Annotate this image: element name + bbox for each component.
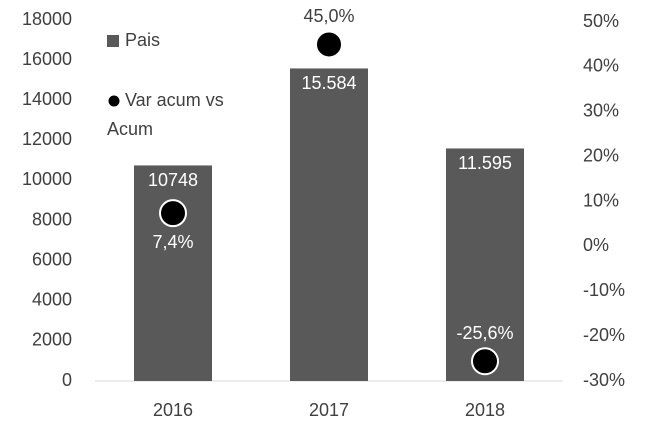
- y-tick-label: 12000: [22, 129, 72, 149]
- x-tick-label: 2016: [153, 400, 193, 420]
- y2-tick-label: 40%: [583, 56, 619, 76]
- y-tick-label: 18000: [22, 9, 72, 29]
- y-tick-label: 14000: [22, 89, 72, 109]
- y2-tick-label: 20%: [583, 145, 619, 165]
- y-tick-label: 10000: [22, 169, 72, 189]
- y2-tick-label: -30%: [583, 370, 625, 390]
- y-tick-label: 0: [62, 370, 72, 390]
- dot: [315, 30, 343, 59]
- bar: [290, 68, 368, 381]
- y-tick-label: 8000: [32, 209, 72, 229]
- bar-value-label: 11.595: [458, 153, 512, 173]
- y2-tick-label: 0%: [583, 235, 609, 255]
- y-tick-label: 6000: [32, 249, 72, 269]
- legend-swatch: [107, 35, 119, 47]
- y2-tick-label: 10%: [583, 190, 619, 210]
- dot: [159, 199, 187, 228]
- y2-tick-label: -10%: [583, 280, 625, 300]
- bar: [446, 148, 524, 381]
- y-tick-label: 2000: [32, 330, 72, 350]
- y2-tick-label: 50%: [583, 11, 619, 31]
- y-tick-label: 16000: [22, 49, 72, 69]
- dot-value-label: 45,0%: [303, 6, 354, 26]
- dot-value-label: 7,4%: [152, 232, 193, 252]
- y2-tick-label: -20%: [583, 325, 625, 345]
- x-tick-label: 2018: [465, 400, 505, 420]
- legend-label: Pais: [125, 30, 161, 50]
- bar-value-label: 10748: [148, 170, 198, 190]
- bar-value-label: 15.584: [301, 73, 356, 93]
- legend-label: Var acum vs Acum: [107, 90, 224, 139]
- dot-value-label: -25,6%: [456, 323, 513, 343]
- y2-tick-label: 30%: [583, 101, 619, 121]
- x-tick-label: 2017: [309, 400, 349, 420]
- y-tick-label: 4000: [32, 290, 72, 310]
- dot: [471, 347, 499, 376]
- bar: [134, 165, 212, 381]
- legend-marker: [107, 94, 121, 108]
